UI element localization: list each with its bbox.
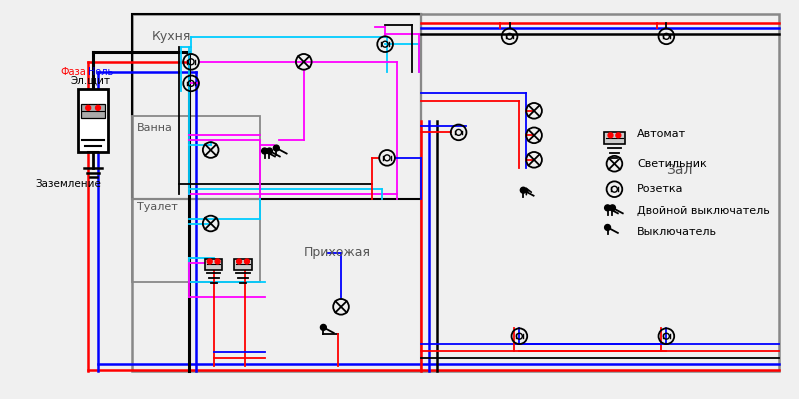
Circle shape [616,133,621,138]
Circle shape [610,205,615,211]
Text: Прихожая: Прихожая [304,246,371,259]
Bar [133,14,421,199]
Circle shape [320,324,326,330]
Text: Автомат: Автомат [637,129,686,139]
Circle shape [273,145,280,151]
Circle shape [605,205,610,211]
Circle shape [244,259,249,264]
Bar [78,89,108,152]
Text: Эл.щит: Эл.щит [70,75,110,85]
Circle shape [207,259,213,264]
Circle shape [237,259,241,264]
Text: Ванна: Ванна [137,122,173,132]
Bar [133,199,260,282]
Bar [133,116,260,199]
Text: Туалет: Туалет [137,202,178,212]
Text: Зал: Зал [666,163,693,177]
Circle shape [96,105,101,111]
Text: Двойной выключатель: Двойной выключатель [637,206,769,216]
Bar [81,104,105,118]
Text: Розетка: Розетка [637,184,683,194]
Circle shape [267,148,272,154]
Circle shape [215,259,220,264]
Text: Заземление: Заземление [35,180,101,190]
Circle shape [261,148,268,154]
Circle shape [608,133,613,138]
Text: Светильник: Светильник [637,159,706,169]
Text: Фаза: Фаза [61,67,86,77]
Text: Ноль: Ноль [88,67,113,77]
Text: Кухня: Кухня [152,30,191,43]
Bar [133,14,779,371]
Text: Выключатель: Выключатель [637,227,717,237]
Bar [205,259,222,270]
Bar [604,132,625,144]
Circle shape [85,105,90,111]
Bar [234,259,252,270]
Circle shape [520,187,527,193]
Circle shape [605,225,610,230]
